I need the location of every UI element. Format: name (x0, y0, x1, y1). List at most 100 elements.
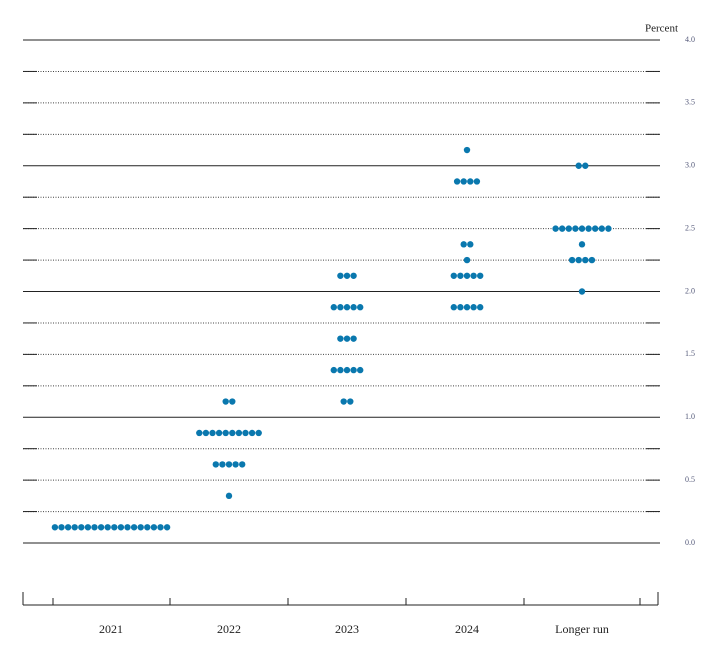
y-tick-label: 4.0 (685, 35, 695, 44)
dot (337, 304, 344, 311)
dot (470, 304, 477, 311)
dot-group (450, 272, 484, 279)
dot-group (337, 335, 357, 342)
dot (467, 241, 474, 248)
dot (51, 524, 59, 531)
dot (463, 146, 471, 154)
dot-group (330, 366, 364, 374)
dot-group (212, 461, 246, 468)
dot (450, 272, 457, 279)
dot (248, 429, 256, 437)
dot (215, 429, 223, 437)
dot (225, 461, 233, 468)
dot (460, 178, 467, 185)
axis-label: Percent (645, 23, 678, 35)
dot (598, 225, 605, 232)
dot (592, 225, 599, 232)
dot (330, 304, 337, 311)
dot (343, 335, 351, 342)
dot (350, 304, 357, 311)
x-tick-label: 2022 (217, 622, 241, 636)
dot (357, 366, 364, 374)
dot (588, 256, 596, 264)
dot-group (463, 256, 471, 264)
dot (565, 225, 572, 232)
dot (463, 256, 471, 264)
dot (578, 225, 586, 232)
dot (582, 256, 589, 264)
dot (144, 524, 151, 531)
y-tick-label: 2.0 (685, 286, 695, 295)
dot (337, 272, 344, 279)
dot (71, 524, 78, 531)
dot (343, 304, 351, 311)
dot-group (463, 146, 471, 154)
dot (330, 366, 337, 374)
dot (104, 524, 111, 531)
dot (340, 398, 347, 405)
dot (232, 461, 239, 468)
dot (575, 256, 582, 264)
dot (97, 524, 105, 531)
dot (124, 524, 131, 531)
dot (350, 335, 357, 342)
dot (78, 524, 85, 531)
dot (84, 524, 92, 531)
dot (222, 398, 229, 405)
dot (337, 335, 344, 342)
dot-group (575, 162, 589, 169)
dot (463, 272, 471, 279)
dot (467, 178, 474, 185)
dot (117, 524, 125, 531)
dot (350, 272, 357, 279)
dot (470, 272, 477, 279)
dot (255, 429, 262, 437)
dot-group (196, 429, 262, 437)
dot (58, 524, 65, 531)
y-tick-label: 1.0 (685, 412, 695, 421)
dot (150, 524, 158, 531)
dot-group (460, 241, 474, 248)
dot (202, 429, 210, 437)
dot-group (578, 241, 586, 248)
dot (163, 524, 171, 531)
dot (242, 429, 249, 437)
dot (357, 304, 364, 311)
dot (473, 178, 481, 185)
dot (572, 225, 579, 232)
dot (463, 304, 471, 311)
dot-group (340, 398, 354, 405)
y-tick-label: 3.5 (685, 98, 695, 107)
dot (64, 524, 72, 531)
dot (212, 461, 219, 468)
dot-group (450, 304, 484, 311)
dot (575, 162, 582, 169)
dot-group (337, 272, 357, 279)
dot (91, 524, 98, 531)
dot (477, 304, 484, 311)
dot (457, 304, 464, 311)
x-tick-label: 2024 (455, 622, 479, 636)
dot (552, 225, 559, 232)
dot-group (51, 524, 171, 531)
dot-group (552, 225, 612, 232)
dot (196, 429, 203, 437)
dot (343, 366, 351, 374)
dot (137, 524, 144, 531)
dot-group (330, 304, 364, 311)
x-tick-label: 2023 (335, 622, 359, 636)
dot (229, 398, 236, 405)
dot-group (568, 256, 596, 264)
dot (209, 429, 216, 437)
dot (157, 524, 164, 531)
dot (350, 366, 357, 374)
dot (219, 461, 226, 468)
y-tick-label: 1.5 (685, 349, 695, 358)
dot (222, 429, 229, 437)
dot (585, 225, 592, 232)
dot-group (222, 398, 236, 405)
dot-group (225, 492, 233, 500)
x-tick-label: 2021 (99, 622, 123, 636)
dot (450, 304, 457, 311)
